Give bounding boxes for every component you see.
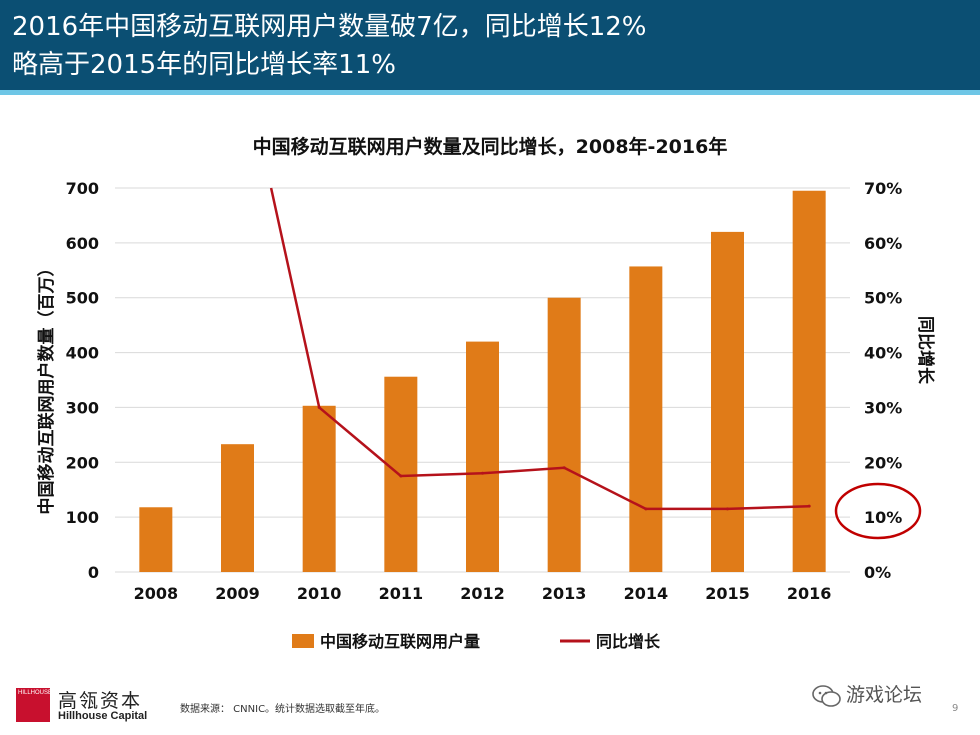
chart-title: 中国移动互联网用户数量及同比增长，2008年-2016年	[253, 135, 728, 158]
y-tick-label: 300	[66, 398, 99, 417]
y2-tick-label: 0%	[864, 563, 891, 582]
growth-point-2013	[562, 466, 566, 470]
y-tick-label: 200	[66, 453, 99, 472]
y2-axis-label: 同比增长	[915, 316, 936, 385]
growth-point-2014	[644, 507, 648, 511]
bar-2015	[711, 231, 744, 572]
growth-point-2012	[481, 471, 484, 475]
bar-series	[139, 190, 826, 572]
y-tick-label: 100	[66, 508, 99, 527]
hillhouse-logo-mark: HILLHOUSE	[16, 688, 52, 722]
y2-tick-label: 70%	[864, 179, 902, 198]
highlight-circle	[834, 482, 922, 540]
header-title-line1: 2016年中国移动互联网用户数量破7亿，同比增长12%	[12, 12, 647, 42]
growth-point-2011	[399, 474, 403, 478]
growth-point-2010	[317, 405, 321, 409]
bar-2008	[139, 507, 173, 572]
data-source-note: 数据来源： CNNIC。统计数据选取截至年底。	[180, 704, 386, 715]
x-tick-label: 2012	[460, 584, 505, 603]
header-accent-stripe	[0, 90, 980, 95]
legend-bar-swatch	[292, 634, 314, 648]
bar-2016	[792, 190, 826, 572]
bar-2011	[384, 376, 418, 572]
x-tick-label: 2016	[787, 584, 832, 603]
bar-2012	[466, 341, 499, 572]
legend: 中国移动互联网用户量 同比增长	[292, 632, 661, 651]
left-axis-ticks: 0 100 200 300 400 500 600 700	[66, 179, 99, 582]
y2-tick-label: 60%	[864, 234, 902, 253]
x-tick-label: 2014	[624, 584, 669, 603]
y2-tick-label: 40%	[864, 344, 902, 363]
y-tick-label: 700	[66, 179, 99, 198]
legend-line-label: 同比增长	[596, 632, 661, 651]
x-tick-label: 2013	[542, 584, 587, 603]
legend-bar-label: 中国移动互联网用户量	[320, 632, 480, 651]
x-tick-label: 2009	[215, 584, 260, 603]
header-title-line2: 略高于2015年的同比增长率11%	[12, 50, 396, 80]
watermark-text: 游戏论坛	[846, 684, 923, 706]
logo-english: Hillhouse Capital	[58, 710, 148, 722]
y-tick-label: 0	[88, 563, 99, 582]
y-tick-label: 400	[66, 344, 99, 363]
y2-tick-label: 50%	[864, 289, 902, 308]
growth-point-2016	[807, 504, 811, 508]
y2-tick-label: 30%	[864, 398, 902, 417]
y-tick-label: 500	[66, 289, 99, 308]
x-tick-label: 2011	[379, 584, 424, 603]
y2-tick-label: 10%	[864, 508, 902, 527]
header-banner: 2016年中国移动互联网用户数量破7亿，同比增长12% 略高于2015年的同比增…	[0, 0, 980, 95]
bar-2010	[302, 405, 336, 572]
x-tick-label: 2015	[705, 584, 750, 603]
y-tick-label: 600	[66, 234, 99, 253]
watermark: 游戏论坛	[812, 680, 922, 707]
y2-tick-label: 20%	[864, 453, 902, 472]
bar-2014	[629, 266, 663, 572]
bar-2009	[221, 444, 254, 572]
growth-line	[269, 187, 810, 511]
logo-chinese: 高瓴资本	[58, 690, 143, 712]
wechat-icon	[812, 684, 841, 707]
right-axis-ticks: 0% 10% 20% 30% 40% 50% 60% 70%	[864, 179, 902, 582]
line-series	[269, 187, 811, 511]
page-number: 9	[952, 703, 959, 714]
growth-point-2015	[726, 507, 729, 511]
y-axis-label: 中国移动互联网用户数量（百万）	[36, 260, 57, 515]
x-tick-label: 2008	[134, 584, 179, 603]
bar-2013	[547, 297, 581, 572]
x-axis-ticks: 2008 2009 2010 2011 2012 2013 2014 2015 2016	[134, 584, 832, 603]
x-tick-label: 2010	[297, 584, 342, 603]
combo-chart: 中国移动互联网用户数量及同比增长，2008年-2016年 0 100 200 300 4…	[36, 135, 936, 651]
